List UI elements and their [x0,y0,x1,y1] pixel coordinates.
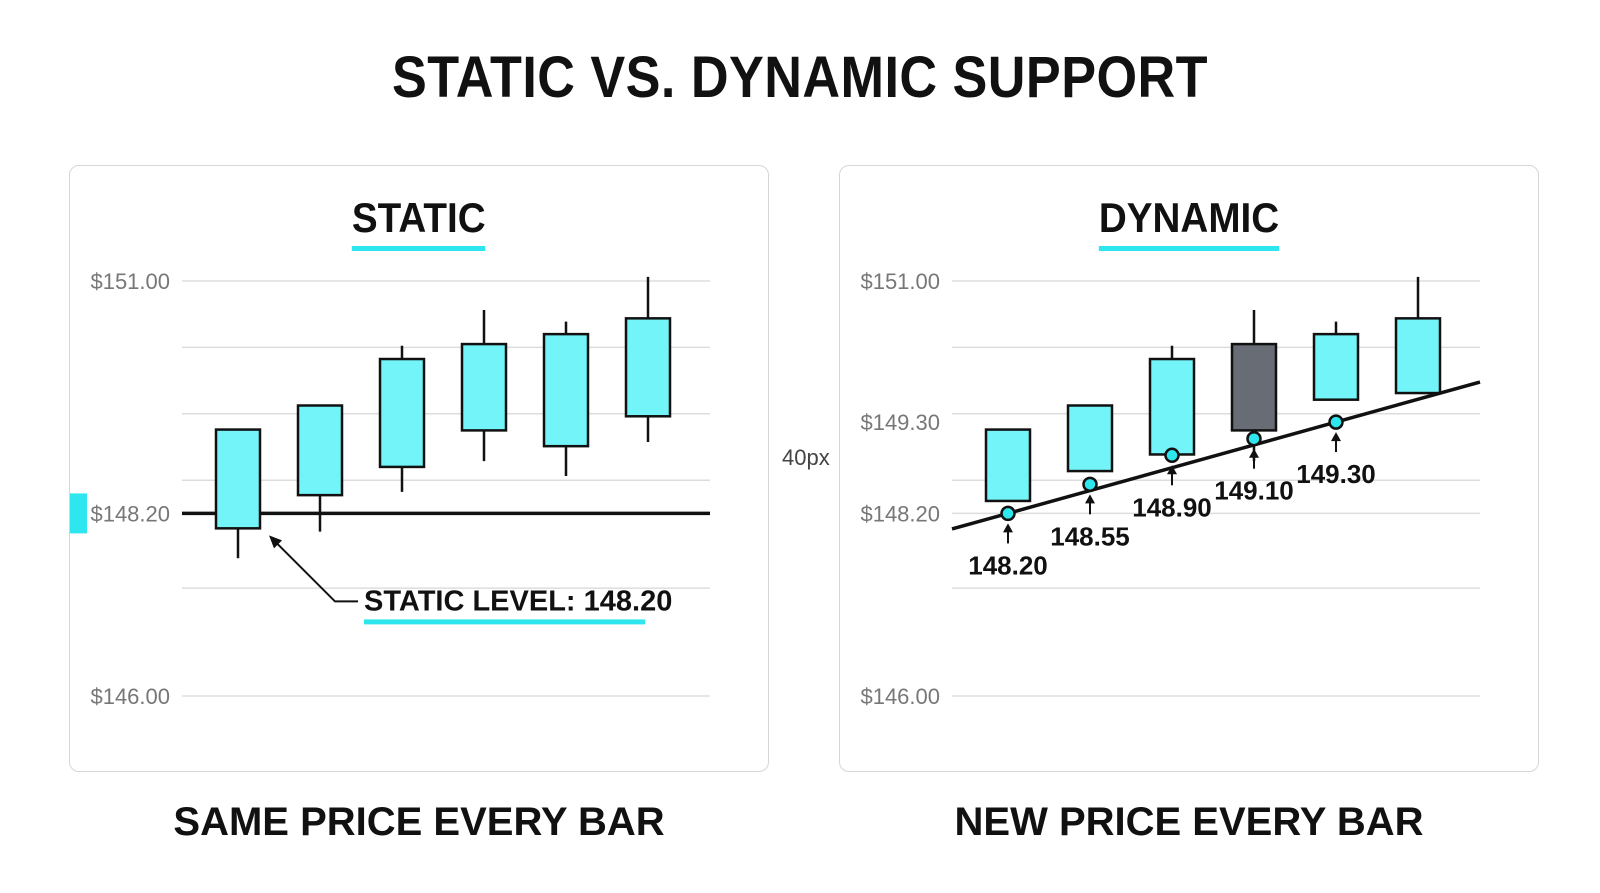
trendline-value-label: 149.10 [1214,476,1294,506]
dynamic-caption: NEW PRICE EVERY BAR [954,800,1424,844]
static-panel-title: STATIC [70,194,768,251]
static-level-marker [70,493,87,534]
static-level-underline [364,619,645,625]
stray-dimension-label: 40px [782,445,830,470]
bullish-candle [624,317,672,418]
y-tick-label: $146.00 [90,684,170,709]
bullish-candle [1394,317,1442,395]
dynamic-title-text: DYNAMIC [1098,194,1280,251]
static-level-arrow [274,540,358,603]
y-tick-label: $151.00 [90,269,170,294]
y-tick-label: $148.20 [90,501,170,526]
arrow-head [1085,494,1095,504]
trendline-point [1328,414,1344,430]
static-chart-panel: STATIC $151.00 $148.20 $146.00 STATIC LEVEL… [69,165,769,772]
y-tick-label: $149.30 [860,410,940,435]
arrow-head [269,535,282,549]
bullish-candle [984,428,1032,503]
bullish-candle [214,428,262,530]
trendline-value-label: 149.30 [1296,459,1376,489]
y-tick-label: $146.00 [860,684,940,709]
arrow-head [1331,432,1341,442]
arrow-head [1003,523,1013,533]
dynamic-chart-panel: DYNAMIC $151.00 $149.30 $148.20 $146.00 148.… [839,165,1539,772]
dynamic-candlestick-chart: $151.00 $149.30 $148.20 $146.00 148.20148.55… [860,269,1481,709]
trendline-value-label: 148.20 [968,550,1048,580]
bullish-candle [460,342,508,432]
y-tick-label: $151.00 [860,269,940,294]
y-tick-label: $148.20 [860,501,940,526]
bullish-candle [1312,332,1360,401]
static-caption: SAME PRICE EVERY BAR [173,800,665,844]
static-title-text: STATIC [352,194,486,251]
bullish-candle [378,357,426,469]
trendline-value-label: 148.55 [1050,521,1130,551]
bullish-candle [296,404,344,497]
arrow-head [1167,465,1177,475]
trendline-value-label: 148.90 [1132,492,1212,522]
arrow-head [1249,448,1259,458]
trendline-point [1082,476,1098,493]
static-level-label: STATIC LEVEL: 148.20 [364,585,672,617]
trendline-point [1246,430,1262,447]
bullish-candle [542,332,590,448]
bearish-candle [1230,342,1278,432]
dynamic-trendline [951,380,1481,531]
bullish-candle [1148,357,1196,456]
trendline-point [1000,505,1016,522]
bullish-candle [1066,404,1114,473]
trendline-point [1164,447,1180,464]
static-candlestick-chart: $151.00 $148.20 $146.00 STATIC LEVEL: 148.2… [70,269,710,709]
dynamic-panel-title: DYNAMIC [840,194,1538,251]
page-title: STATIC VS. DYNAMIC SUPPORT [391,45,1209,110]
